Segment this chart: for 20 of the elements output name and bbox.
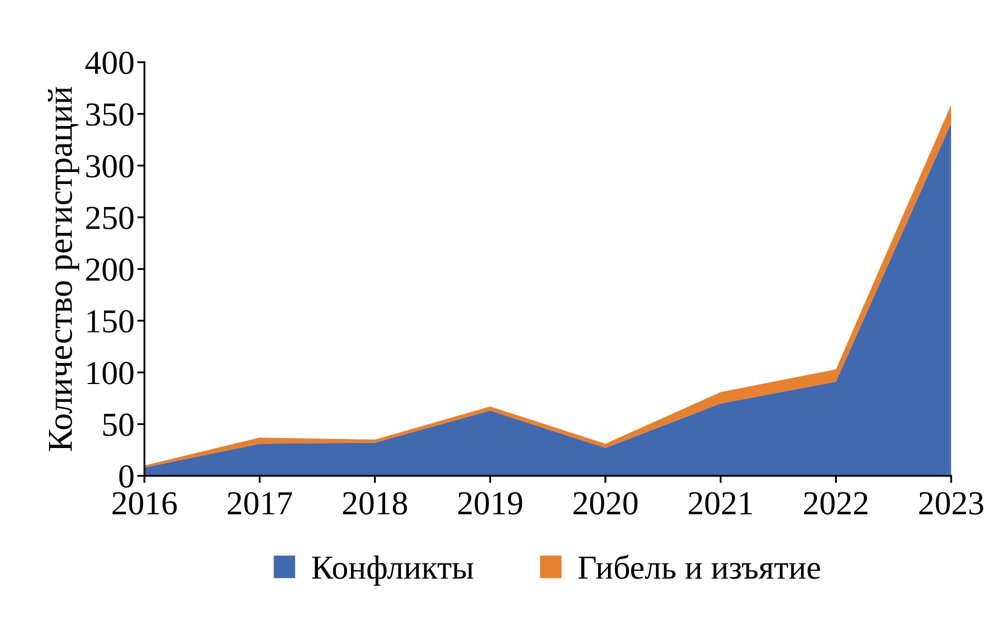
x-tick-label: 2018 (343, 492, 407, 515)
y-tick-label: 400 (85, 52, 134, 74)
x-tick-label: 2020 (574, 492, 638, 515)
y-tick-label: 0 (119, 465, 134, 488)
y-tick-label: 50 (103, 414, 134, 436)
x-tick-label: 2023 (919, 492, 984, 515)
legend-label: Гибель и изъятие (578, 554, 820, 579)
x-tick-label: 2017 (228, 492, 292, 515)
y-tick-label: 150 (88, 310, 134, 333)
y-tick-label: 200 (86, 258, 134, 281)
x-tick-label: 2016 (112, 492, 177, 515)
x-tick-label: 2019 (458, 492, 522, 515)
x-tick-label: 2021 (688, 492, 752, 515)
y-axis-title: Количество регистраций (48, 86, 80, 451)
x-tick-label: 2022 (804, 492, 868, 515)
y-tick-label: 100 (88, 362, 134, 384)
y-tick-label: 300 (86, 155, 134, 178)
legend-label: Конфликты (312, 555, 474, 586)
y-tick-label: 250 (86, 206, 134, 230)
y-tick-label: 350 (86, 103, 134, 126)
